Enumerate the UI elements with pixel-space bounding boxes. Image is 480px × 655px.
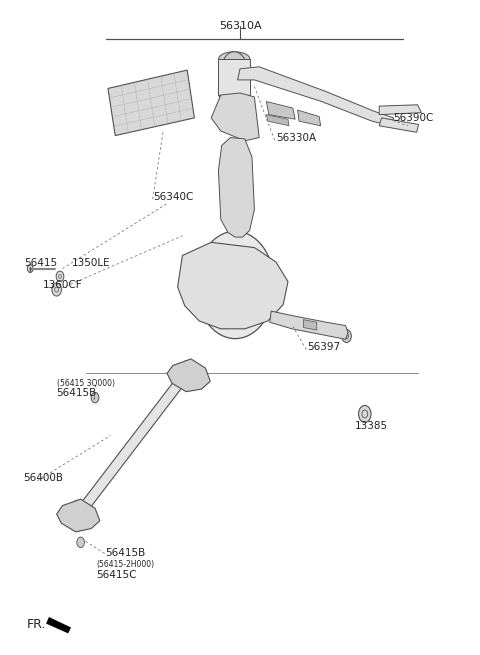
Text: 56310A: 56310A [219, 21, 261, 31]
Polygon shape [72, 368, 197, 515]
Polygon shape [108, 70, 194, 136]
Polygon shape [303, 320, 317, 330]
Circle shape [206, 246, 264, 324]
Polygon shape [266, 102, 295, 119]
Polygon shape [218, 59, 250, 95]
Text: 56340C: 56340C [154, 191, 194, 202]
Text: 56415C: 56415C [96, 570, 136, 580]
Circle shape [68, 500, 89, 529]
Text: (56415 3Q000): (56415 3Q000) [57, 379, 115, 388]
Circle shape [222, 52, 247, 86]
Text: FR.: FR. [26, 618, 46, 631]
Text: 13385: 13385 [355, 421, 388, 431]
Circle shape [52, 283, 61, 296]
Text: 56415B: 56415B [57, 388, 97, 398]
Text: (56415-2H000): (56415-2H000) [96, 560, 154, 569]
Circle shape [196, 231, 275, 339]
Polygon shape [167, 359, 210, 392]
Circle shape [359, 405, 371, 422]
Circle shape [342, 329, 351, 343]
Polygon shape [57, 499, 100, 532]
Circle shape [27, 265, 33, 272]
Polygon shape [266, 115, 289, 126]
Text: 56415: 56415 [24, 258, 57, 269]
Circle shape [185, 369, 192, 380]
Text: 1350LE: 1350LE [72, 258, 110, 269]
Text: 56400B: 56400B [23, 473, 63, 483]
Polygon shape [211, 93, 259, 141]
Polygon shape [379, 118, 419, 132]
Polygon shape [298, 110, 321, 126]
Polygon shape [46, 617, 71, 633]
Text: 56330A: 56330A [276, 132, 316, 143]
Text: 1360CF: 1360CF [43, 280, 83, 290]
Text: 56415B: 56415B [106, 548, 146, 559]
Polygon shape [218, 138, 254, 237]
Circle shape [228, 60, 240, 77]
Circle shape [56, 271, 64, 282]
Polygon shape [178, 242, 288, 329]
Text: 56390C: 56390C [394, 113, 434, 123]
Circle shape [222, 267, 249, 303]
Text: 56397: 56397 [307, 342, 340, 352]
Ellipse shape [219, 89, 250, 101]
Circle shape [178, 360, 199, 389]
Polygon shape [270, 311, 348, 339]
Polygon shape [379, 105, 421, 115]
Ellipse shape [219, 52, 250, 66]
Polygon shape [238, 67, 394, 126]
Circle shape [91, 392, 99, 403]
Circle shape [77, 537, 84, 548]
Circle shape [74, 510, 82, 520]
